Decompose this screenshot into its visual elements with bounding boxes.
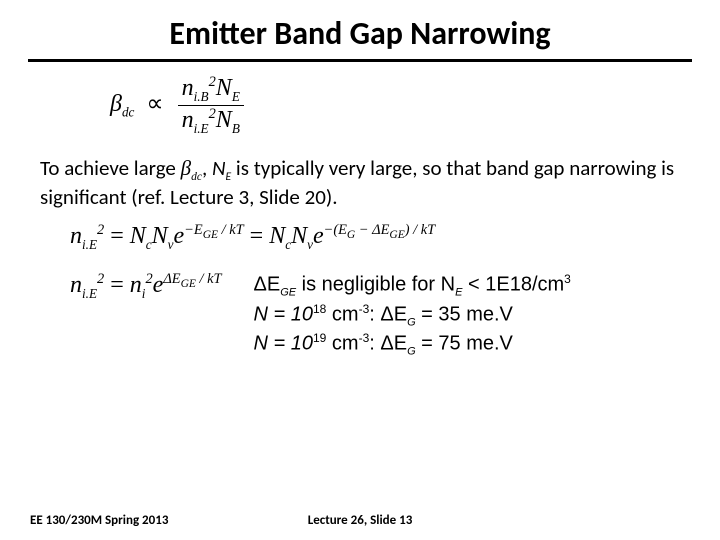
slide-footer: EE 130/230M Spring 2013 Lecture 26, Slid… bbox=[0, 513, 720, 528]
eq2-Nc2: N bbox=[269, 223, 285, 249]
beta-fraction: ni.B2NE ni.E2NB bbox=[178, 74, 244, 137]
eq3-lhs-sup: 2 bbox=[97, 271, 104, 287]
eq3-lhs-sub: i.E bbox=[82, 286, 97, 301]
eq3-equals: = bbox=[110, 272, 130, 298]
eq2-exp2c: ) / kT bbox=[405, 222, 435, 238]
n3d: = 75 me.V bbox=[416, 333, 513, 355]
eq2-exp2b-sub: GE bbox=[389, 229, 404, 241]
n2d: = 35 me.V bbox=[416, 303, 513, 325]
n2a-sup: 18 bbox=[313, 302, 326, 316]
frac-den-N: N bbox=[216, 107, 232, 133]
beta-symbol: β bbox=[110, 91, 122, 117]
frac-num-n: n bbox=[182, 75, 194, 101]
n3b-sup: -3 bbox=[359, 331, 370, 345]
n1a: ΔE bbox=[254, 274, 281, 296]
prop-symbol: ∝ bbox=[146, 91, 163, 117]
eq2-exp1b: / kT bbox=[218, 222, 244, 238]
eq2-exp2a-sub: G bbox=[347, 229, 355, 241]
eq2-equals-2: = bbox=[250, 223, 270, 249]
n2c-sub: G bbox=[407, 316, 416, 328]
eq2-Nv2: N bbox=[291, 223, 307, 249]
eq2-exp1a: −E bbox=[184, 222, 203, 238]
frac-num-N-sub: E bbox=[232, 89, 240, 104]
eq2-exp2b: − ΔE bbox=[355, 222, 389, 238]
para-text-1: To achieve large bbox=[40, 155, 181, 181]
footer-left: EE 130/230M Spring 2013 bbox=[30, 513, 168, 528]
body-paragraph: To achieve large βdc, NE is typically ve… bbox=[40, 155, 680, 211]
frac-den-n: n bbox=[182, 107, 194, 133]
n3a: N = 10 bbox=[254, 333, 313, 355]
note-line-1: ΔEGE is negligible for NE < 1E18/cm3 bbox=[254, 271, 690, 301]
para-text-2: , bbox=[202, 155, 212, 181]
eq3-e: e bbox=[153, 272, 164, 298]
n2b: cm bbox=[326, 303, 358, 325]
eq2-exp1a-sub: GE bbox=[203, 229, 218, 241]
eq2-lhs-n: n bbox=[70, 223, 82, 249]
n1a-sub: GE bbox=[280, 287, 296, 299]
n1b: is negligible for N bbox=[296, 274, 455, 296]
eq3-ni-sub: i bbox=[142, 286, 146, 301]
eq2-lhs-sub: i.E bbox=[82, 237, 97, 252]
eq2-equals-1: = bbox=[110, 223, 130, 249]
frac-den-sq: 2 bbox=[209, 106, 216, 122]
eq2-Nv: N bbox=[152, 223, 168, 249]
frac-num-n-sub: i.B bbox=[194, 89, 209, 104]
n2b-sup: -3 bbox=[359, 302, 370, 316]
frac-num-N: N bbox=[216, 75, 232, 101]
eq2-e2: e bbox=[313, 223, 324, 249]
notes-block: ΔEGE is negligible for NE < 1E18/cm3 N =… bbox=[254, 271, 690, 360]
slide-title: Emitter Band Gap Narrowing bbox=[0, 0, 720, 59]
n3b: cm bbox=[326, 333, 358, 355]
frac-den-N-sub: B bbox=[232, 121, 240, 136]
eq2-Nc: N bbox=[130, 223, 146, 249]
para-N: N bbox=[212, 155, 226, 181]
eq3-expa: ΔE bbox=[163, 271, 180, 287]
eq3-lhs-n: n bbox=[70, 272, 82, 298]
eq2-exp2a: −(E bbox=[324, 222, 347, 238]
frac-den-n-sub: i.E bbox=[194, 121, 209, 136]
n2c: : ΔE bbox=[369, 303, 407, 325]
eq2-e1: e bbox=[174, 223, 185, 249]
para-beta: β bbox=[181, 156, 191, 180]
equation-nie-expanded: ni.E2 = NcNve−EGE / kT = NcNve−(EG − ΔEG… bbox=[70, 222, 720, 253]
title-rule bbox=[28, 59, 692, 62]
n1c: < 1E18/cm bbox=[462, 274, 564, 296]
para-beta-sub: dc bbox=[191, 171, 202, 183]
n3c: : ΔE bbox=[369, 333, 407, 355]
n3c-sub: G bbox=[407, 346, 416, 358]
eq3-ni: n bbox=[130, 272, 142, 298]
n2a: N = 10 bbox=[254, 303, 313, 325]
equation-nie-short: ni.E2 = ni2eΔEGE / kT bbox=[70, 271, 222, 302]
equation-beta: βdc ∝ ni.B2NE ni.E2NB bbox=[110, 74, 720, 137]
eq2-lhs-sup: 2 bbox=[97, 222, 104, 238]
eq3-and-notes-row: ni.E2 = ni2eΔEGE / kT ΔEGE is negligible… bbox=[70, 271, 690, 360]
n1c-sup: 3 bbox=[564, 272, 571, 286]
eq3-expa-sub: GE bbox=[181, 278, 196, 290]
beta-sub: dc bbox=[122, 105, 134, 120]
eq3-expb: / kT bbox=[196, 271, 222, 287]
frac-num-sq: 2 bbox=[209, 74, 216, 90]
n3a-sup: 19 bbox=[313, 331, 326, 345]
note-line-2: N = 1018 cm-3: ΔEG = 35 me.V bbox=[254, 301, 690, 331]
eq3-ni-sup: 2 bbox=[145, 271, 152, 287]
note-line-3: N = 1019 cm-3: ΔEG = 75 me.V bbox=[254, 330, 690, 360]
